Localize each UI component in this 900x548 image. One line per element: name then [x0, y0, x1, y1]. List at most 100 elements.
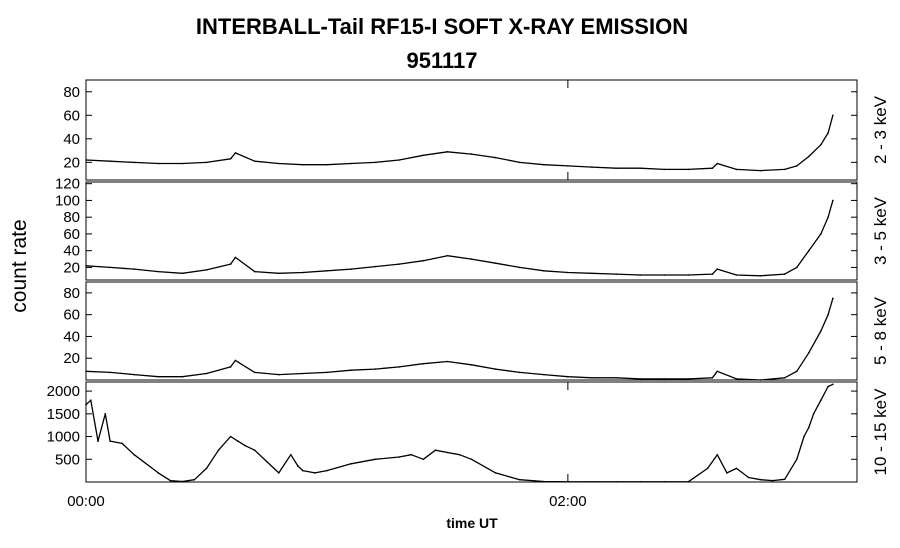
data-point: [85, 403, 87, 406]
y-tick-label: 1500: [47, 406, 80, 423]
data-point: [181, 480, 184, 483]
data-point: [615, 481, 617, 483]
data-point: [97, 440, 99, 442]
data-point: [716, 453, 719, 456]
series-line: [85, 115, 834, 172]
data-point: [494, 262, 497, 265]
data-point: [827, 132, 829, 134]
data-point: [350, 162, 352, 165]
data-point: [663, 481, 665, 483]
data-point: [716, 370, 719, 373]
data-point: [615, 167, 617, 169]
data-point: [747, 476, 750, 479]
data-point: [229, 263, 232, 265]
data-point: [109, 371, 111, 374]
data-point: [350, 463, 352, 465]
data-point: [759, 275, 762, 277]
data-point: [639, 378, 641, 380]
data-point: [711, 377, 714, 379]
y-tick-label: 100: [55, 192, 80, 209]
panel-label: 10 - 15 keV: [871, 388, 890, 476]
data-point: [567, 481, 569, 483]
data-point: [759, 379, 762, 381]
data-point: [446, 451, 449, 454]
y-tick-label: 2000: [47, 383, 80, 400]
data-point: [518, 478, 521, 481]
data-point: [711, 167, 714, 169]
data-point: [90, 399, 92, 402]
y-tick-label: 40: [63, 328, 80, 345]
data-point: [735, 467, 738, 470]
y-tick-label: 80: [63, 209, 80, 226]
data-point: [205, 269, 208, 271]
data-point: [494, 472, 497, 474]
series-line: [85, 383, 834, 483]
data-point: [398, 263, 401, 265]
data-point: [716, 162, 719, 165]
data-point: [567, 271, 569, 274]
y-tick-label: 60: [63, 107, 80, 124]
data-point: [470, 458, 473, 461]
data-point: [302, 163, 304, 166]
data-point: [253, 449, 256, 452]
data-point: [783, 168, 786, 171]
data-point: [808, 426, 810, 429]
data-point: [518, 266, 521, 269]
y-tick-label: 1000: [47, 429, 80, 446]
data-point: [783, 377, 786, 379]
data-point: [169, 479, 172, 482]
data-point: [350, 268, 352, 270]
data-point: [157, 375, 160, 378]
data-point: [302, 469, 304, 472]
y-tick-label: 20: [63, 259, 80, 276]
data-point: [639, 481, 641, 483]
data-point: [109, 440, 111, 442]
y-tick-label: 500: [55, 451, 80, 468]
y-tick-label: 40: [63, 243, 80, 260]
data-point: [422, 362, 425, 365]
data-point: [229, 435, 232, 438]
data-point: [229, 366, 232, 368]
data-point: [121, 442, 123, 445]
data-point: [85, 265, 87, 267]
data-point: [374, 368, 376, 370]
data-point: [726, 472, 728, 474]
data-point: [591, 166, 593, 168]
data-point: [615, 377, 617, 379]
data-point: [458, 453, 461, 456]
data-point: [302, 271, 304, 274]
data-point: [374, 265, 376, 268]
data-point: [253, 371, 256, 374]
panel-frame: [85, 381, 858, 483]
data-point: [543, 480, 545, 483]
data-point: [759, 169, 762, 172]
data-point: [205, 467, 208, 470]
data-point: [494, 156, 497, 159]
panel-4: 500 1000 1500 2000 00:00 02:00 10 - 15 keV: [47, 381, 890, 510]
data-point: [820, 143, 822, 146]
data-point: [470, 258, 473, 260]
data-point: [237, 440, 239, 442]
data-point: [796, 370, 798, 373]
data-point: [314, 472, 316, 474]
data-point: [808, 249, 810, 252]
data-point: [229, 158, 232, 160]
data-point: [193, 478, 196, 481]
data-point: [446, 151, 449, 153]
y-tick-label: 20: [63, 154, 80, 171]
data-point: [434, 449, 437, 452]
data-point: [796, 165, 798, 167]
x-tick-label: 02:00: [549, 493, 587, 510]
y-tick-label: 60: [63, 307, 80, 324]
data-point: [278, 472, 280, 474]
data-point: [639, 167, 641, 169]
data-point: [639, 274, 641, 276]
data-point: [326, 163, 328, 166]
y-tick-label: 80: [63, 84, 80, 101]
data-point: [783, 273, 786, 275]
x-axis-label: time UT: [446, 515, 498, 531]
panel-label: 2 - 3 keV: [871, 95, 890, 164]
data-point: [711, 273, 714, 275]
data-point: [518, 371, 521, 374]
